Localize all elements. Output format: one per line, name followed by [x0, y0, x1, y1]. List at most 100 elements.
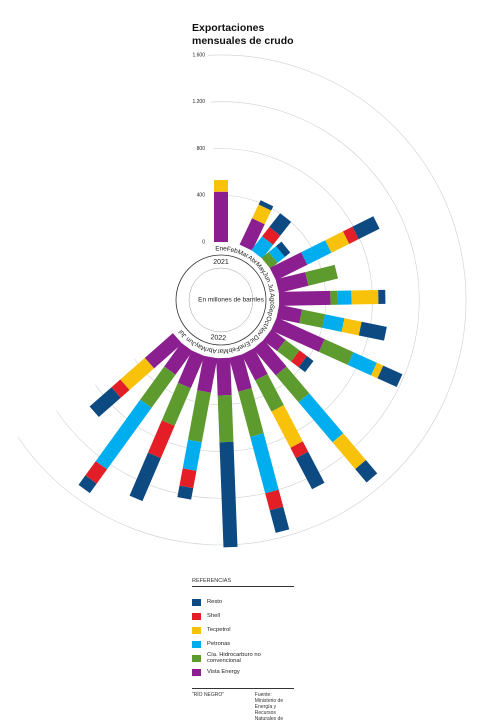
legend-item: Cía. Hidrocarburo no convencional [192, 651, 294, 665]
bar-segment [330, 290, 338, 305]
month-label: Dic [247, 333, 259, 345]
bar-stack [251, 213, 292, 259]
year-label: 2022 [210, 334, 226, 342]
bar-segment [342, 226, 359, 244]
legend-item: Tecpetrol [192, 623, 294, 637]
bar-segment [85, 461, 107, 484]
bar-segment [263, 329, 286, 352]
month-label: Feb [226, 246, 239, 255]
bar-segment [371, 362, 384, 379]
bar-segment [270, 317, 325, 352]
bar-segment [95, 399, 152, 470]
bar-segment [177, 350, 205, 389]
bar-segment [111, 379, 130, 398]
bar-segment [214, 191, 228, 242]
bar-segment [276, 304, 303, 324]
bar-stack [78, 342, 193, 494]
bar-segment [182, 439, 202, 471]
bar-segment [347, 352, 377, 376]
legend-label: Shell [207, 613, 220, 619]
center-label: En millones de barriles [198, 297, 265, 304]
bar-segment [197, 355, 218, 393]
bar-stack [263, 329, 314, 373]
bar-segment [227, 242, 241, 245]
bar-stack [216, 357, 238, 548]
bar-segment [179, 468, 197, 489]
bar-segment [299, 309, 326, 328]
bar-segment [269, 506, 290, 533]
bar-segment [177, 485, 194, 500]
bar-segment [78, 475, 97, 494]
bar-segment [258, 200, 274, 211]
month-label: Jun [261, 271, 272, 284]
bar-segment [378, 289, 386, 304]
month-label: Abr [205, 345, 217, 354]
bar-segment [269, 252, 308, 281]
legend-item: Petronas [192, 637, 294, 651]
bar-segment [241, 348, 268, 381]
month-label: Feb [227, 344, 240, 354]
bar-segment [161, 382, 191, 426]
month-label: Jul [266, 283, 275, 293]
legend-swatch [192, 598, 201, 606]
legend: REFERENCIAS Resto Shell Tecpetrol Petronas C… [192, 578, 294, 679]
grid-arc [17, 54, 467, 546]
bar-segment [187, 390, 211, 443]
bar-segment [298, 356, 314, 373]
footer: “RÍO NEGRO” Fuente: Ministerio de Energí… [192, 688, 294, 720]
bar-segment [219, 441, 238, 548]
bar-segment [227, 242, 241, 245]
bar-segment [269, 213, 292, 236]
bar-segment [227, 242, 241, 245]
bar-stack [276, 304, 387, 341]
bar-stack [214, 180, 228, 242]
bar-segment [352, 216, 380, 240]
bar-segment [275, 272, 309, 293]
source: Fuente: Ministerio de Energía y Recursos… [254, 692, 284, 720]
bar-segment [271, 405, 303, 448]
y-tick-label: 0 [202, 239, 205, 245]
month-label: Ene [237, 339, 251, 351]
bar-segment [318, 339, 354, 365]
credit: “RÍO NEGRO” [192, 692, 224, 698]
bar-segment [305, 264, 339, 286]
bar-segment [217, 395, 234, 443]
bar-stack [239, 200, 274, 251]
bar-segment [377, 365, 403, 388]
bar-segment [238, 388, 264, 437]
month-label: Mar [236, 249, 250, 260]
bar-segment [298, 393, 344, 443]
legend-swatch [192, 612, 201, 620]
legend-label: Tecpetrol [207, 627, 231, 633]
bar-segment [332, 433, 366, 470]
bar-stack [241, 348, 325, 490]
legend-label: Resto [207, 599, 223, 605]
bar-segment [278, 290, 331, 306]
bar-segment [337, 290, 352, 305]
month-label: Oct [262, 315, 273, 327]
legend-label: Cía. Hidrocarburo no convencional [207, 652, 261, 664]
bar-segment [227, 242, 241, 245]
year-label: 2021 [213, 259, 229, 266]
bar-segment [325, 231, 350, 253]
legend-label: Vista Energy [207, 669, 240, 675]
legend-swatch [192, 654, 201, 662]
month-label: May [193, 341, 208, 353]
bar-segment [164, 342, 193, 375]
bar-segment [341, 318, 362, 336]
bar-segment [268, 246, 285, 263]
bar-segment [251, 236, 274, 259]
bar-segment [253, 339, 287, 376]
y-tick-label: 400 [197, 193, 206, 199]
bar-segment [227, 242, 241, 245]
bar-segment [255, 374, 284, 412]
month-label: Ago [268, 293, 275, 305]
month-label: Jul [177, 328, 188, 339]
bar-stack [89, 333, 183, 418]
bar-segment [291, 350, 308, 368]
legend-swatch [192, 626, 201, 634]
legend-label: Petronas [207, 641, 231, 647]
bar-segment [129, 452, 161, 502]
